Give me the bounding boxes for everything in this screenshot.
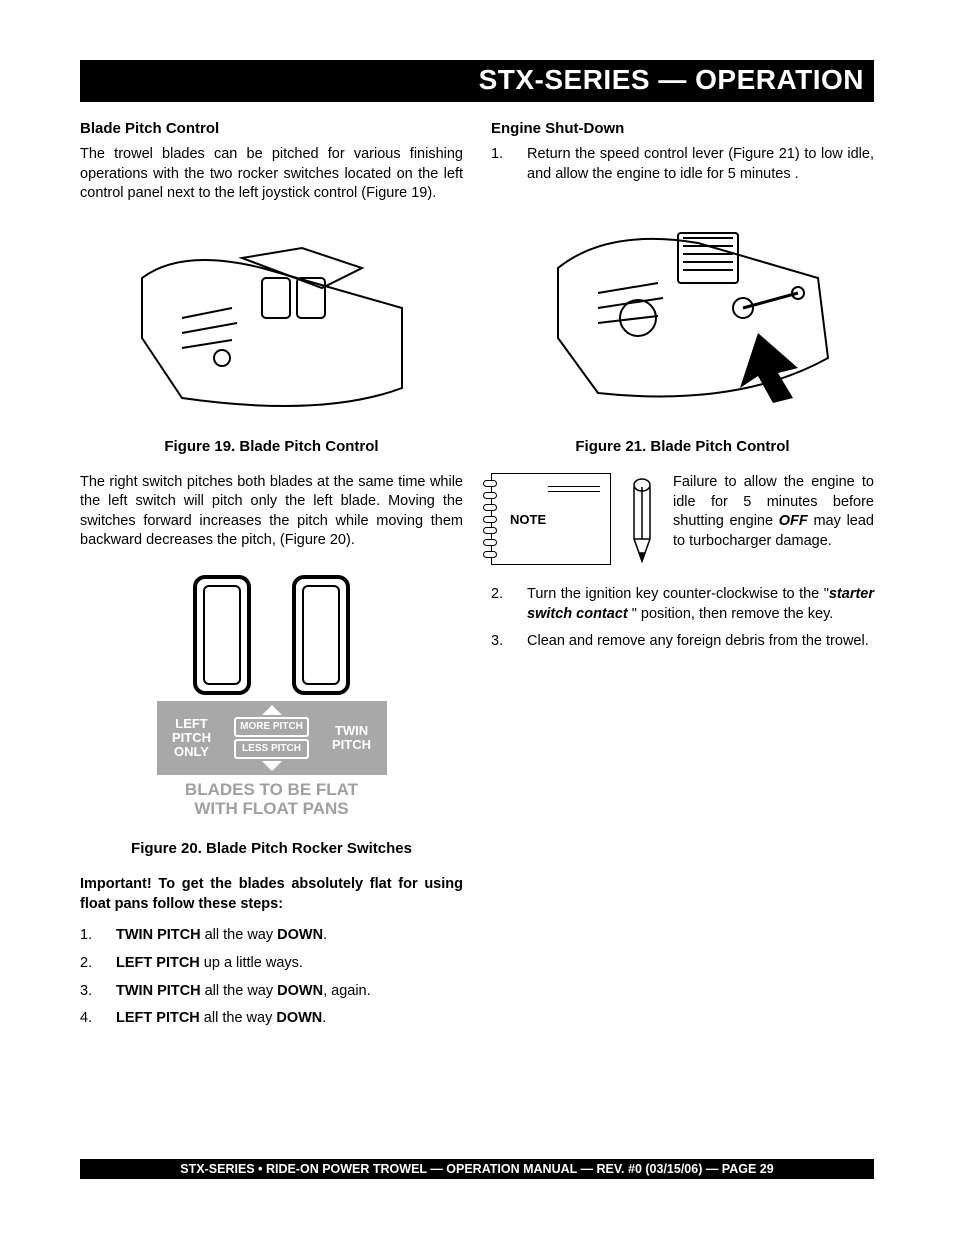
note-box: NOTE <box>491 473 611 565</box>
engine-shutdown-heading: Engine Shut-Down <box>491 120 874 137</box>
list-item: Turn the ignition key counter-clockwise … <box>491 585 874 624</box>
figure-21-illustration <box>528 198 838 428</box>
right-column: Engine Shut-Down Return the speed contro… <box>491 120 874 1043</box>
figure-21-caption: Figure 21. Blade Pitch Control <box>491 438 874 455</box>
list-item: Clean and remove any foreign debris from… <box>491 632 874 652</box>
page-footer: STX-SERIES • RIDE-ON POWER TROWEL — OPER… <box>80 1159 874 1179</box>
flat-steps-list: TWIN PITCH all the way DOWN. LEFT PITCH … <box>80 926 463 1028</box>
figure-20-caption: Figure 20. Blade Pitch Rocker Switches <box>80 840 463 857</box>
left-column: Blade Pitch Control The trowel blades ca… <box>80 120 463 1043</box>
blades-flat-label: BLADES TO BE FLAT WITH FLOAT PANS <box>157 775 387 818</box>
twin-pitch-label: TWIN PITCH <box>321 724 383 751</box>
shutdown-list-bottom: Turn the ignition key counter-clockwise … <box>491 585 874 652</box>
blade-pitch-heading: Blade Pitch Control <box>80 120 463 137</box>
pencil-icon <box>625 477 659 567</box>
blade-pitch-desc: The right switch pitches both blades at … <box>80 473 463 551</box>
page-header: STX-SERIES — OPERATION <box>80 60 874 102</box>
spiral-binding-icon <box>483 480 497 558</box>
less-pitch-label: LESS PITCH <box>234 739 309 759</box>
list-item: LEFT PITCH all the way DOWN. <box>80 1009 463 1029</box>
left-pitch-label: LEFT PITCH ONLY <box>161 717 223 758</box>
triangle-down-icon <box>262 761 282 771</box>
figure-19-illustration <box>122 218 422 428</box>
list-item: TWIN PITCH all the way DOWN. <box>80 926 463 946</box>
more-pitch-label: MORE PITCH <box>234 717 309 737</box>
important-note: Important! To get the blades absolutely … <box>80 875 463 914</box>
note-label: NOTE <box>510 512 546 527</box>
note-block: NOTE Failure to allow the engine to idle… <box>491 473 874 567</box>
blade-pitch-intro: The trowel blades can be pitched for var… <box>80 145 463 204</box>
right-rocker-switch <box>292 575 350 695</box>
content-columns: Blade Pitch Control The trowel blades ca… <box>80 120 874 1043</box>
note-text: Failure to allow the engine to idle for … <box>673 473 874 551</box>
left-rocker-switch <box>193 575 251 695</box>
triangle-up-icon <box>262 705 282 715</box>
list-item: LEFT PITCH up a little ways. <box>80 954 463 974</box>
list-item: TWIN PITCH all the way DOWN, again. <box>80 982 463 1002</box>
shutdown-list-top: Return the speed control lever (Figure 2… <box>491 145 874 184</box>
list-item: Return the speed control lever (Figure 2… <box>491 145 874 184</box>
figure-19-caption: Figure 19. Blade Pitch Control <box>80 438 463 455</box>
figure-20-illustration: LEFT PITCH ONLY MORE PITCH LESS PITCH TW… <box>157 565 387 818</box>
